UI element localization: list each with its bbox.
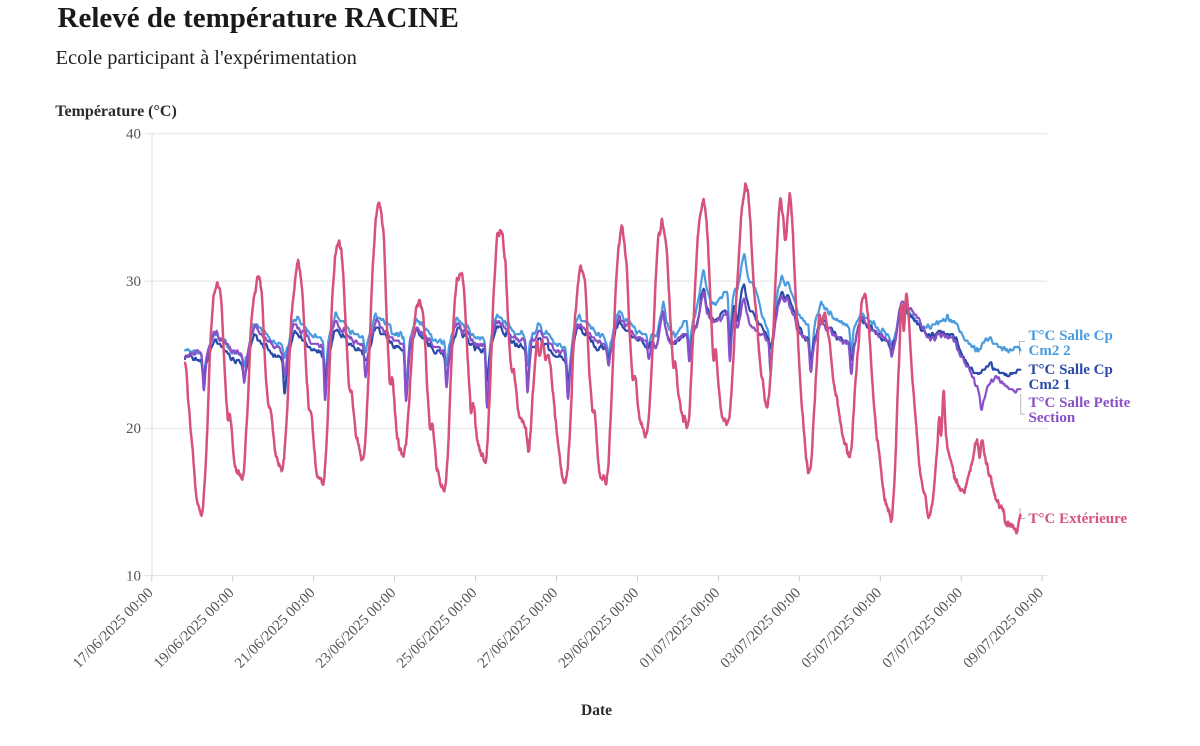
svg-text:T°C Salle Petite: T°C Salle Petite <box>1029 395 1131 411</box>
svg-text:Température (°C): Température (°C) <box>55 103 176 120</box>
svg-text:T°C Salle Cp: T°C Salle Cp <box>1029 328 1113 344</box>
svg-text:40: 40 <box>126 127 141 143</box>
svg-text:T°C Extérieure: T°C Extérieure <box>1029 511 1128 527</box>
svg-text:30: 30 <box>126 274 141 290</box>
svg-text:Cm2 1: Cm2 1 <box>1029 377 1071 393</box>
svg-text:Ecole participant à l'expérime: Ecole participant à l'expérimentation <box>56 47 357 69</box>
svg-text:T°C Salle Cp: T°C Salle Cp <box>1029 362 1113 378</box>
svg-text:10: 10 <box>126 568 141 584</box>
svg-text:Section: Section <box>1029 410 1076 426</box>
svg-text:20: 20 <box>126 421 141 437</box>
svg-text:Relevé de température RACINE: Relevé de température RACINE <box>58 2 459 34</box>
svg-text:Cm2 2: Cm2 2 <box>1029 343 1071 359</box>
svg-text:Date: Date <box>581 702 612 719</box>
